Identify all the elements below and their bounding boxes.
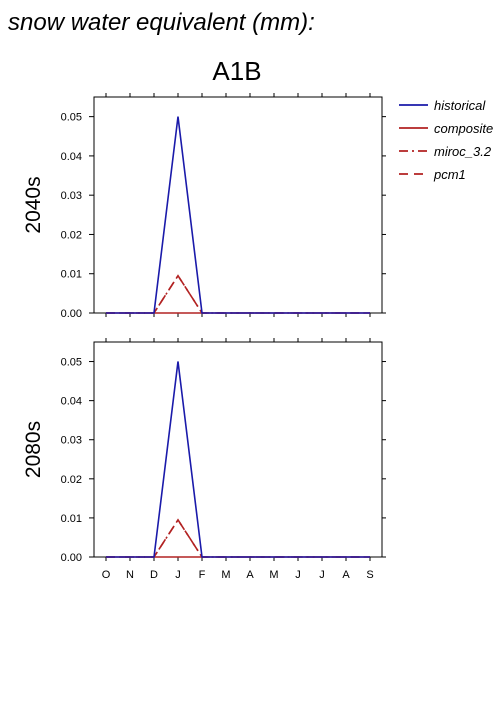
series-line-miroc_3.2 bbox=[106, 518, 370, 558]
x-tick-label: A bbox=[342, 569, 350, 581]
scenario-label: A1B bbox=[212, 56, 261, 86]
legend-label-miroc_3.2: miroc_3.2 bbox=[434, 144, 492, 159]
x-tick-label: M bbox=[221, 569, 230, 581]
x-tick-label: M bbox=[269, 569, 278, 581]
chart-legend: historical composite miroc_3.2 pcm1 bbox=[399, 98, 493, 182]
figure-title: snow water equivalent (mm): bbox=[8, 9, 315, 36]
x-tick-label: J bbox=[319, 569, 325, 581]
panel-2080s: 0.00 0.01 0.02 0.03 0.04 0.05 O N D J F M A M J J A S 2080… bbox=[22, 338, 386, 581]
series-line-pcm1 bbox=[106, 274, 370, 314]
x-tick-label: N bbox=[126, 569, 134, 581]
y-tick-label: 0.00 bbox=[61, 308, 82, 320]
x-tick-label: J bbox=[175, 569, 181, 581]
y-tick-label: 0.04 bbox=[61, 396, 82, 408]
y-tick-label: 0.03 bbox=[61, 435, 82, 447]
panel-2040s: 0.00 0.01 0.02 0.03 0.04 0.05 2040s bbox=[22, 93, 386, 320]
x-tick-label: D bbox=[150, 569, 158, 581]
y-tick-label: 0.03 bbox=[61, 190, 82, 202]
legend-label-historical: historical bbox=[434, 98, 486, 113]
y-tick-label: 0.02 bbox=[61, 474, 82, 486]
legend-item-pcm1: pcm1 bbox=[399, 167, 466, 182]
chart-panels: 0.000.010.020.030.040.052040s0.000.010.0… bbox=[22, 93, 386, 581]
x-tick-label: F bbox=[199, 569, 206, 581]
legend-item-miroc_3.2: miroc_3.2 bbox=[399, 144, 492, 159]
row-label-2040s: 2040s bbox=[22, 176, 45, 233]
plot-frame bbox=[93, 341, 383, 558]
y-tick-label: 0.00 bbox=[61, 552, 82, 564]
legend-item-composite: composite bbox=[399, 121, 493, 136]
legend-item-historical: historical bbox=[399, 98, 486, 113]
y-tick-label: 0.05 bbox=[61, 112, 82, 124]
series-line-historical bbox=[106, 116, 370, 314]
legend-label-composite: composite bbox=[434, 121, 493, 136]
legend-label-pcm1: pcm1 bbox=[433, 167, 466, 182]
x-tick-label: J bbox=[295, 569, 301, 581]
plot-frame bbox=[93, 96, 383, 314]
series-line-miroc_3.2 bbox=[106, 274, 370, 314]
y-tick-label: 0.01 bbox=[61, 269, 82, 281]
row-label-2080s: 2080s bbox=[22, 421, 45, 478]
series-line-historical bbox=[106, 361, 370, 558]
x-tick-label: S bbox=[366, 569, 373, 581]
y-tick-label: 0.04 bbox=[61, 151, 82, 163]
x-tick-label: A bbox=[246, 569, 254, 581]
y-tick-label: 0.02 bbox=[61, 229, 82, 241]
y-tick-label: 0.01 bbox=[61, 513, 82, 525]
series-line-pcm1 bbox=[106, 518, 370, 558]
x-tick-label: O bbox=[102, 569, 111, 581]
y-tick-label: 0.05 bbox=[61, 357, 82, 369]
